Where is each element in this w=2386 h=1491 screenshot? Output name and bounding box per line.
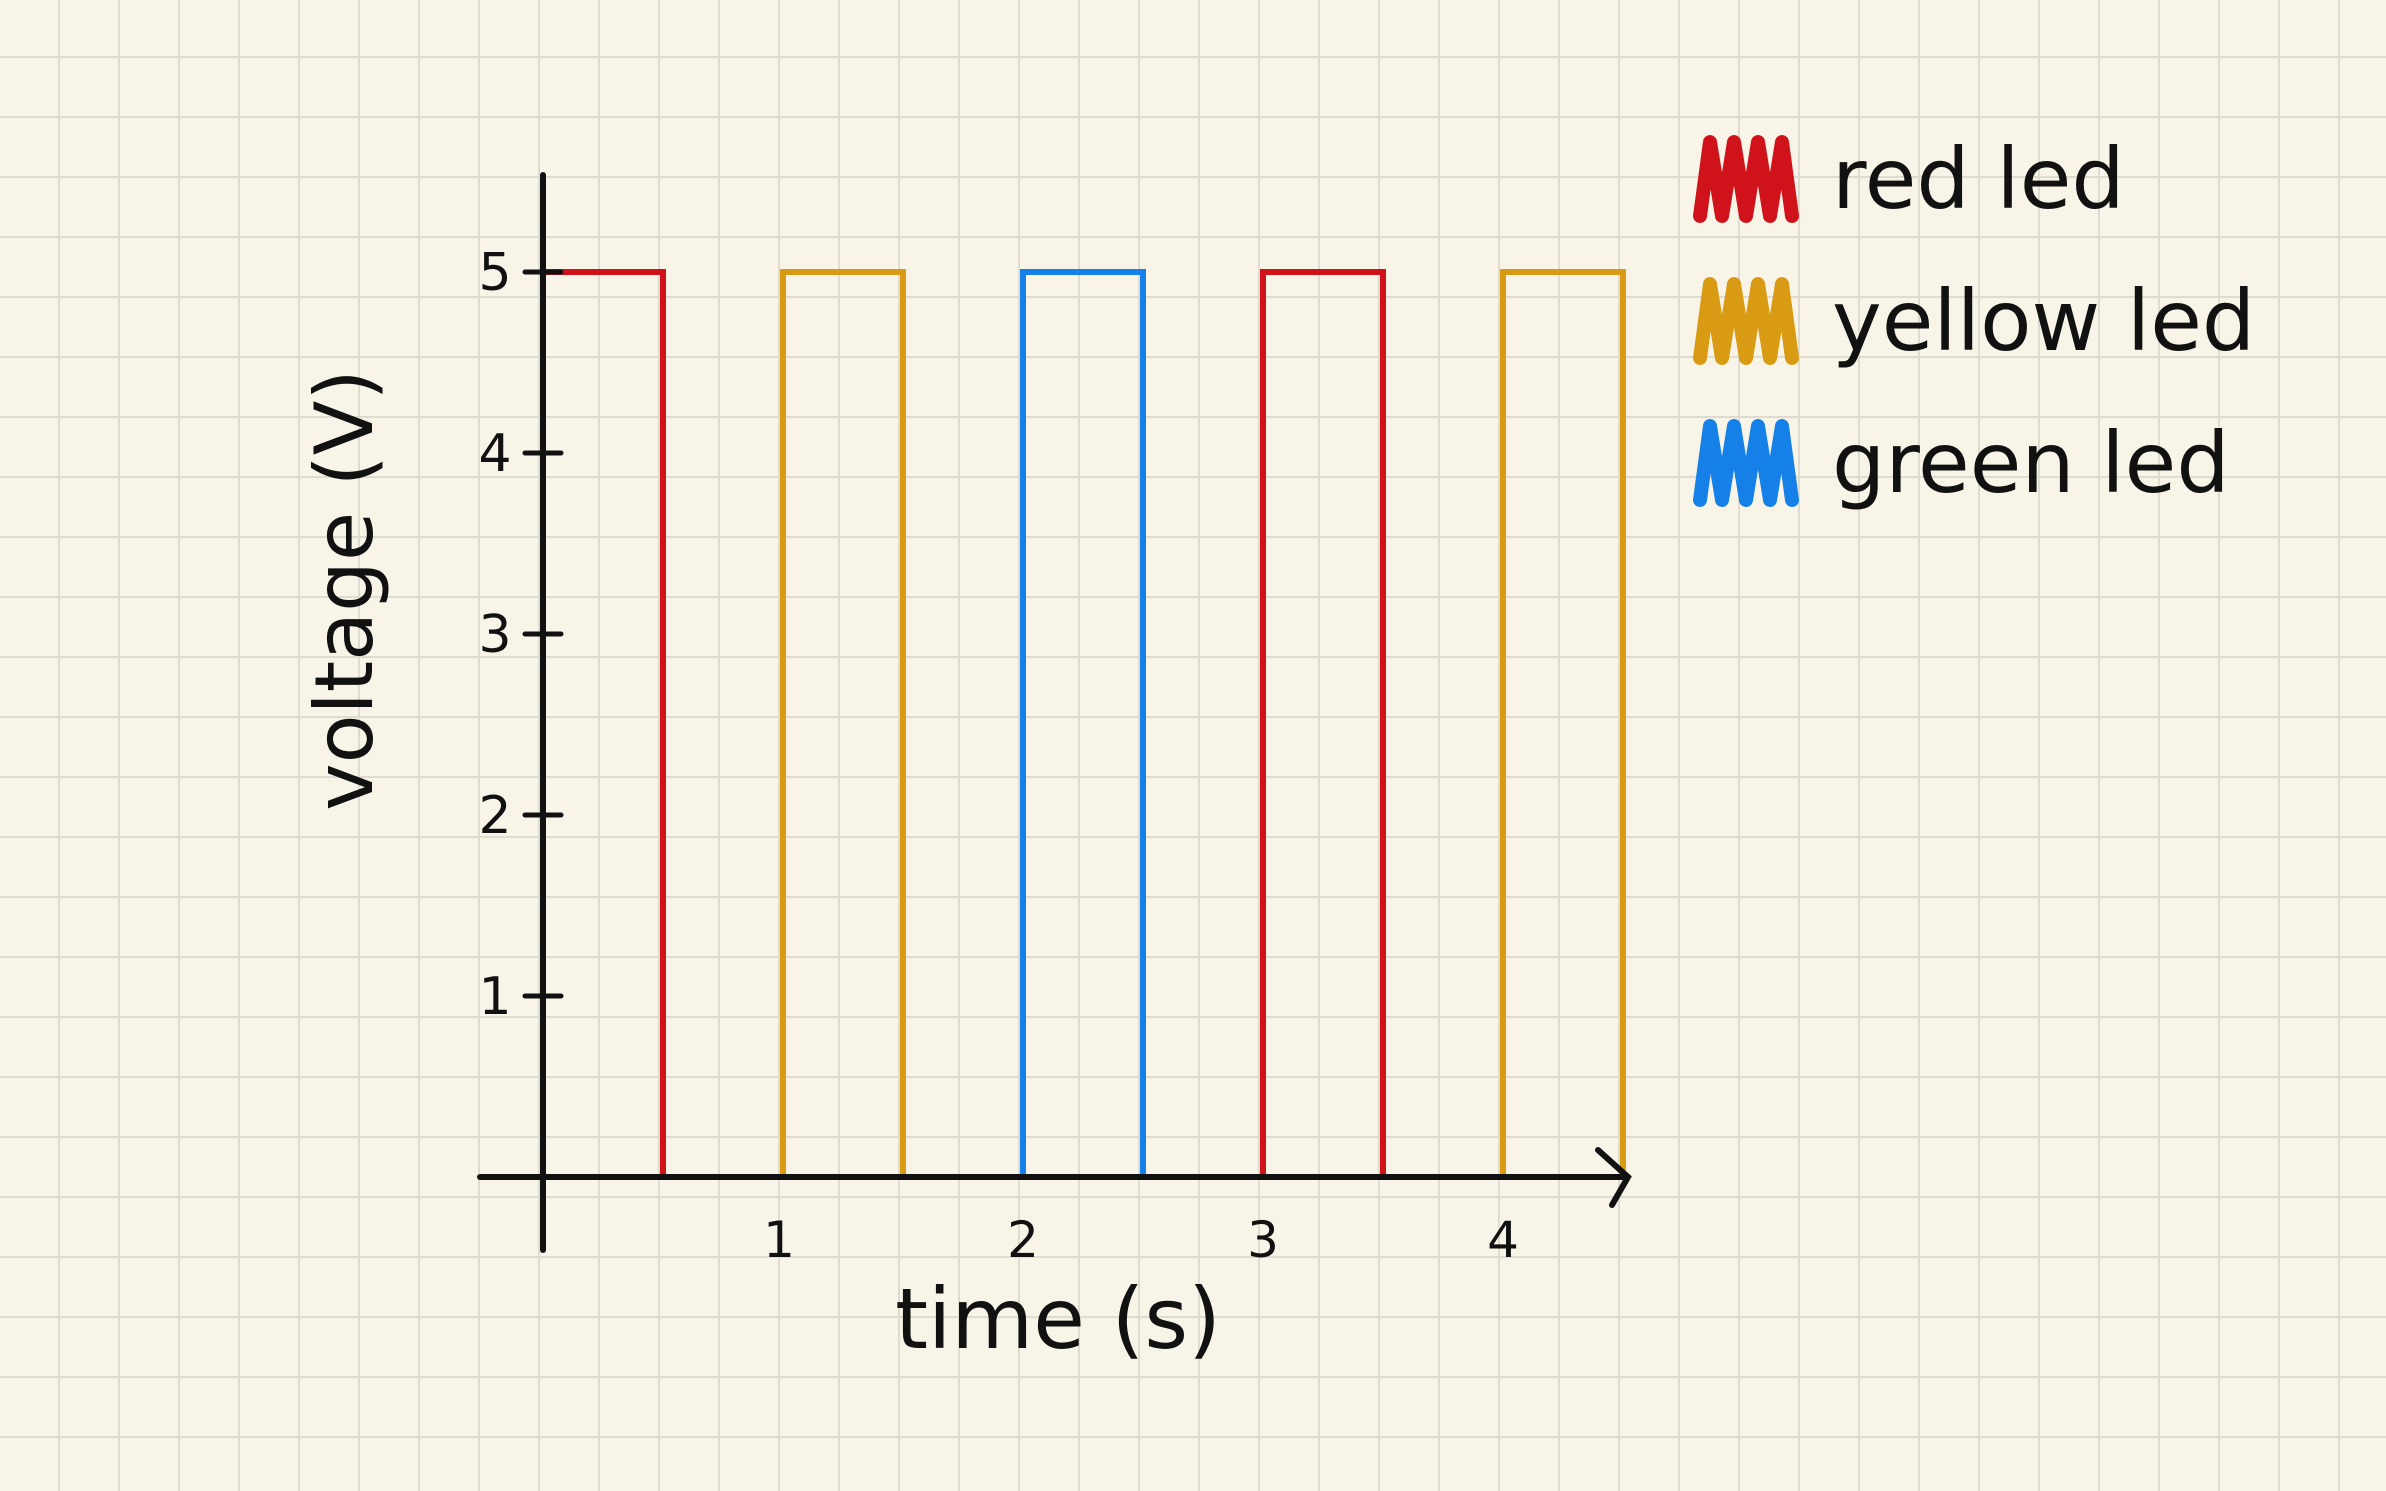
legend-swatch bbox=[1693, 419, 1799, 507]
y-tick-label: 2 bbox=[478, 786, 511, 846]
series-layer bbox=[543, 269, 1626, 1180]
series-line-red-led bbox=[543, 269, 1623, 1180]
axes bbox=[477, 172, 1632, 1253]
y-tick-label: 4 bbox=[478, 424, 511, 484]
x-tick-label: 2 bbox=[1007, 1211, 1039, 1269]
legend-swatch bbox=[1693, 135, 1799, 223]
y-tick-label: 5 bbox=[478, 243, 511, 303]
x-tick-label: 4 bbox=[1487, 1211, 1519, 1269]
legend-item: red led bbox=[1693, 130, 2125, 228]
y-tick-label: 1 bbox=[478, 967, 511, 1027]
y-axis-label: voltage (V) bbox=[298, 369, 391, 810]
legend-item: yellow led bbox=[1693, 272, 2255, 370]
x-axis-label: time (s) bbox=[895, 1270, 1221, 1368]
series-line-green-led bbox=[543, 269, 1623, 1180]
legend-swatch bbox=[1693, 277, 1799, 365]
legend: red led yellow led green led bbox=[1693, 130, 2255, 512]
legend-label: yellow led bbox=[1832, 272, 2255, 370]
legend-label: green led bbox=[1832, 414, 2230, 512]
legend-label: red led bbox=[1832, 130, 2125, 228]
ticks: 1 2 3 4 5 1 2 3 4 bbox=[478, 243, 1518, 1269]
x-tick-label: 1 bbox=[763, 1211, 795, 1269]
legend-item: green led bbox=[1693, 414, 2230, 512]
x-tick-label: 3 bbox=[1247, 1211, 1279, 1269]
x-axis-arrow-icon bbox=[1595, 1147, 1632, 1208]
y-tick-label: 3 bbox=[478, 605, 511, 665]
